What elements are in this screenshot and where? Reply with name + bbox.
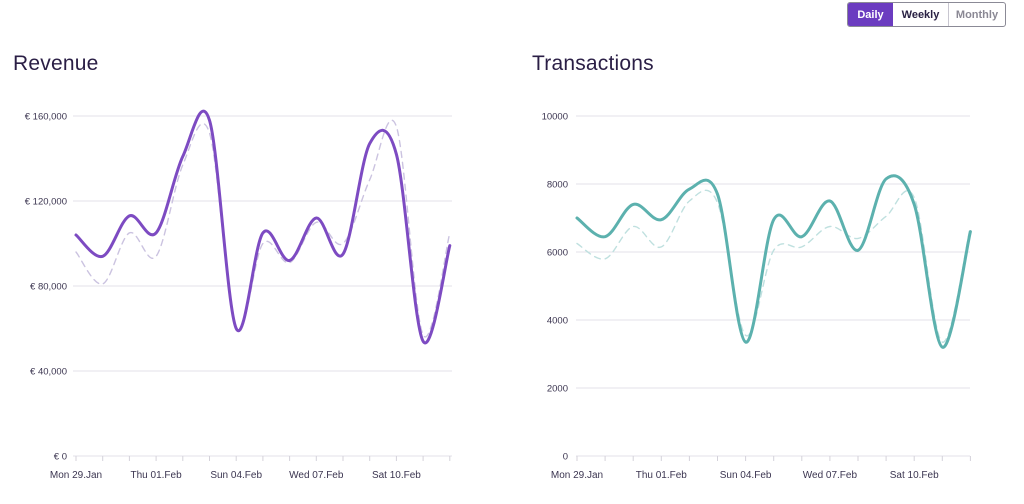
transactions-y-tick-label: 0 [563,452,568,463]
transactions-y-tick-label: 6000 [547,248,568,259]
revenue-y-tick-label: € 160,000 [25,112,67,123]
revenue-x-tick-label: Thu 01.Feb [131,470,183,481]
transactions-chart-title: Transactions [532,52,654,75]
transactions-x-tick-label: Mon 29.Jan [551,470,603,481]
revenue-y-tick-label: € 120,000 [25,197,67,208]
revenue-chart-title: Revenue [13,52,99,75]
transactions-series-current [575,174,972,349]
monthly-tab[interactable]: Monthly [955,8,999,21]
transactions-x-tick-label: Thu 01.Feb [636,470,688,481]
transactions-y-tick-label: 2000 [547,384,568,395]
daily-tab[interactable]: Daily [848,3,893,26]
transactions-x-tick-label: Sat 10.Feb [890,470,939,481]
weekly-tab[interactable]: Weekly [893,3,949,26]
revenue-series-current [74,109,452,345]
revenue-x-tick-label: Sat 10.Feb [372,470,421,481]
period-toggle: Daily Weekly Monthly [847,2,1006,27]
revenue-x-tick-label: Sun 04.Feb [210,470,262,481]
revenue-x-tick-label: Wed 07.Feb [289,470,344,481]
transactions-y-tick-label: 10000 [542,112,568,123]
revenue-y-tick-label: € 0 [54,452,67,463]
revenue-series-previous [75,119,451,338]
revenue-x-tick-label: Mon 29.Jan [50,470,102,481]
revenue-y-tick-label: € 40,000 [30,367,67,378]
revenue-y-tick-label: € 80,000 [30,282,67,293]
transactions-x-tick-label: Wed 07.Feb [803,470,858,481]
transactions-y-tick-label: 4000 [547,316,568,327]
transactions-x-tick-label: Sun 04.Feb [720,470,772,481]
transactions-y-tick-label: 8000 [547,180,568,191]
transactions-series-previous [576,189,972,343]
